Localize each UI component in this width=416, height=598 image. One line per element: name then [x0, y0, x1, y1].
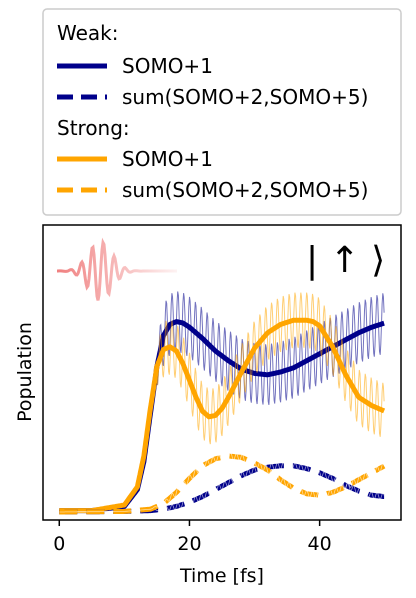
legend-title-weak: Weak: — [57, 21, 118, 45]
series-oscillation-strong-sum-somo-2-somo-5- — [59, 453, 384, 512]
legend-label-weak-somo1: SOMO+1 — [122, 54, 213, 78]
x-tick-label: 40 — [308, 533, 332, 555]
legend-label-strong-somo1: SOMO+1 — [122, 147, 213, 171]
x-tick-label: 20 — [177, 533, 201, 555]
laser-pulse-inset — [57, 237, 177, 301]
plot-layer — [57, 237, 386, 515]
y-axis-label: Population — [14, 322, 36, 422]
legend-title-strong: Strong: — [57, 116, 130, 140]
x-tick-label: 0 — [53, 533, 65, 555]
legend-label-strong-sum: sum(SOMO+2,SOMO+5) — [122, 178, 368, 202]
spin-up-ket-annotation: | ↑ ⟩ — [306, 240, 385, 281]
x-axis-ticks: 0 20 40 — [53, 520, 332, 555]
series-line-strong-somo-1 — [57, 317, 386, 514]
legend-label-weak-sum: sum(SOMO+2,SOMO+5) — [122, 85, 368, 109]
plot-frame — [42, 224, 402, 521]
legend-box — [42, 8, 402, 216]
x-axis-label: Time [fs] — [179, 565, 264, 587]
series-jitter-strong-sum-somo-2-somo-5- — [59, 452, 385, 513]
